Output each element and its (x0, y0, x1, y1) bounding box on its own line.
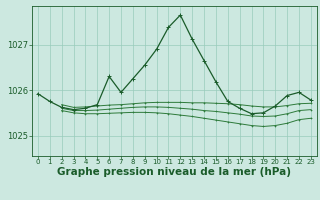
X-axis label: Graphe pression niveau de la mer (hPa): Graphe pression niveau de la mer (hPa) (57, 167, 292, 177)
